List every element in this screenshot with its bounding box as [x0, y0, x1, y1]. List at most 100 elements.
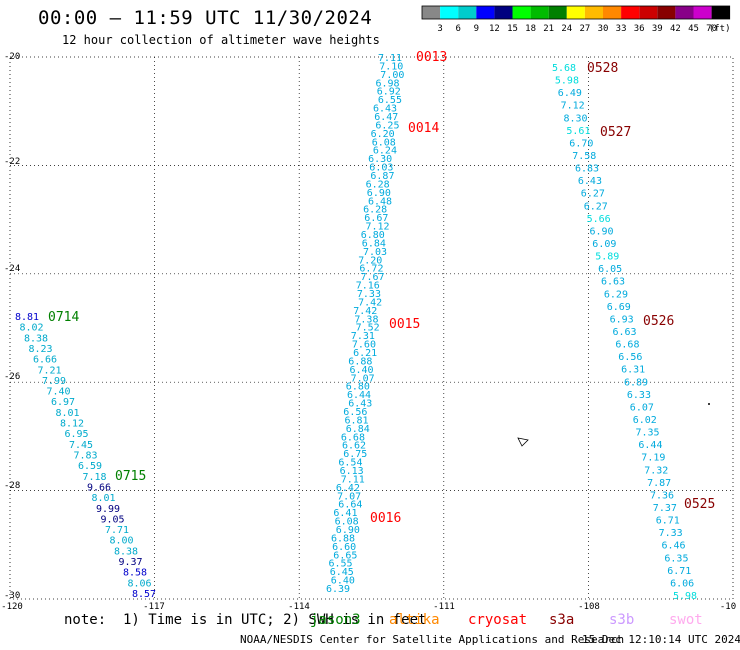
- track-value: 7.11: [378, 53, 402, 64]
- track-value: 6.56: [343, 407, 367, 418]
- y-tick-label: -26: [4, 372, 20, 382]
- y-tick-label: -24: [4, 264, 20, 274]
- track-value: 8.23: [29, 344, 53, 355]
- track-value: 6.93: [610, 314, 634, 325]
- track-value: 7.12: [561, 101, 585, 112]
- legend-swatch: [566, 6, 585, 19]
- track-value: 6.25: [375, 120, 399, 131]
- track-value: 5.61: [566, 126, 590, 137]
- track-value: 6.55: [378, 95, 402, 106]
- x-tick-label: -117: [143, 602, 165, 612]
- legend-tick-label: 42: [670, 24, 681, 34]
- track-value: 6.80: [346, 382, 370, 393]
- pass-label-0525: 0525: [684, 497, 715, 512]
- track-value: 7.83: [74, 451, 98, 462]
- track-value: 6.27: [584, 201, 608, 212]
- footer-credit: NOAA/NESDIS Center for Satellite Applica…: [240, 633, 625, 646]
- satellite-s3a: s3a: [549, 612, 575, 628]
- track-value: 6.09: [592, 239, 616, 250]
- legend-swatch: [639, 6, 658, 19]
- track-value: 6.87: [370, 171, 394, 182]
- track-value: 6.44: [638, 440, 662, 451]
- track-value: 6.41: [333, 508, 357, 519]
- legend-unit-label: (ft): [709, 24, 731, 34]
- track-value: 6.89: [624, 377, 648, 388]
- track-value: 6.54: [338, 458, 362, 469]
- track-value: 6.40: [331, 576, 355, 587]
- track-value: 6.31: [621, 365, 645, 376]
- legend-swatch: [711, 6, 730, 19]
- track-value: 7.03: [363, 247, 387, 258]
- legend-swatch: [657, 6, 676, 19]
- track-value: 6.08: [335, 517, 359, 528]
- track-value: 6.43: [578, 176, 602, 187]
- track-value: 6.70: [569, 138, 593, 149]
- track-value: 6.40: [350, 365, 374, 376]
- track-value: 6.69: [607, 302, 631, 313]
- track-value: 6.88: [348, 356, 372, 367]
- track-value: 8.12: [60, 419, 84, 430]
- legend-tick-label: 18: [525, 24, 536, 34]
- track-value: 7.33: [659, 528, 683, 539]
- track-value: 6.90: [336, 525, 360, 536]
- track-value: 6.55: [329, 559, 353, 570]
- track-value: 5.66: [587, 214, 611, 225]
- legend-tick-label: 15: [507, 24, 518, 34]
- track-value: 6.92: [377, 87, 401, 98]
- track-value: 6.07: [630, 402, 654, 413]
- island-shape: [517, 437, 529, 447]
- track-value: 6.45: [330, 567, 354, 578]
- track-value: 6.63: [601, 277, 625, 288]
- track-value: 6.13: [340, 466, 364, 477]
- legend-tick-label: 33: [616, 24, 627, 34]
- legend-tick-label: 6: [455, 24, 460, 34]
- legend-frame: [421, 5, 731, 20]
- y-tick-label: -28: [4, 481, 20, 491]
- track-value: 7.31: [351, 331, 375, 342]
- legend-swatch: [675, 6, 694, 19]
- track-value: 6.35: [664, 553, 688, 564]
- track-value: 6.29: [604, 289, 628, 300]
- island-dot: [708, 403, 710, 405]
- pass-label-0715: 0715: [115, 469, 146, 484]
- track-value: 6.66: [33, 355, 57, 366]
- legend-tick-label: 39: [652, 24, 663, 34]
- track-value: 8.30: [564, 113, 588, 124]
- legend-tick-label: 24: [561, 24, 572, 34]
- pass-label-0527: 0527: [600, 125, 631, 140]
- track-value: 7.35: [636, 428, 660, 439]
- page-title: 00:00 — 11:59 UTC 11/30/2024: [38, 7, 373, 29]
- track-value: 6.49: [558, 88, 582, 99]
- pass-label-0015: 0015: [389, 317, 420, 332]
- footer-timestamp: 15 Dec 12:10:14 UTC 2024: [582, 633, 740, 646]
- track-value: 7.18: [83, 472, 107, 483]
- track-value: 6.84: [346, 424, 370, 435]
- track-value: 9.05: [101, 514, 125, 525]
- satellite-cryosat: cryosat: [468, 612, 528, 628]
- track-value: 8.81: [15, 312, 39, 323]
- x-tick-label: -111: [433, 602, 455, 612]
- track-value: 6.08: [372, 137, 396, 148]
- track-value: 6.62: [342, 441, 366, 452]
- track-value: 9.37: [119, 557, 143, 568]
- legend-swatch: [621, 6, 640, 19]
- legend-swatch: [458, 6, 477, 19]
- track-value: 7.67: [361, 272, 385, 283]
- track-value: 6.06: [670, 578, 694, 589]
- track-value: 7.40: [47, 387, 71, 398]
- track-value: 8.38: [24, 333, 48, 344]
- legend-swatch: [512, 6, 531, 19]
- track-value: 8.58: [123, 568, 147, 579]
- track-value: 6.88: [331, 533, 355, 544]
- track-value: 6.68: [341, 432, 365, 443]
- track-value: 7.07: [351, 373, 375, 384]
- track-value: 7.11: [341, 474, 365, 485]
- track-value: 6.71: [656, 516, 680, 527]
- x-tick-label: -120: [1, 602, 23, 612]
- track-value: 7.45: [69, 440, 93, 451]
- track-value: 6.84: [362, 238, 386, 249]
- track-value: 6.97: [51, 397, 75, 408]
- track-value: 9.99: [96, 504, 120, 515]
- track-value: 7.52: [356, 323, 380, 334]
- legend-tick-label: 36: [634, 24, 645, 34]
